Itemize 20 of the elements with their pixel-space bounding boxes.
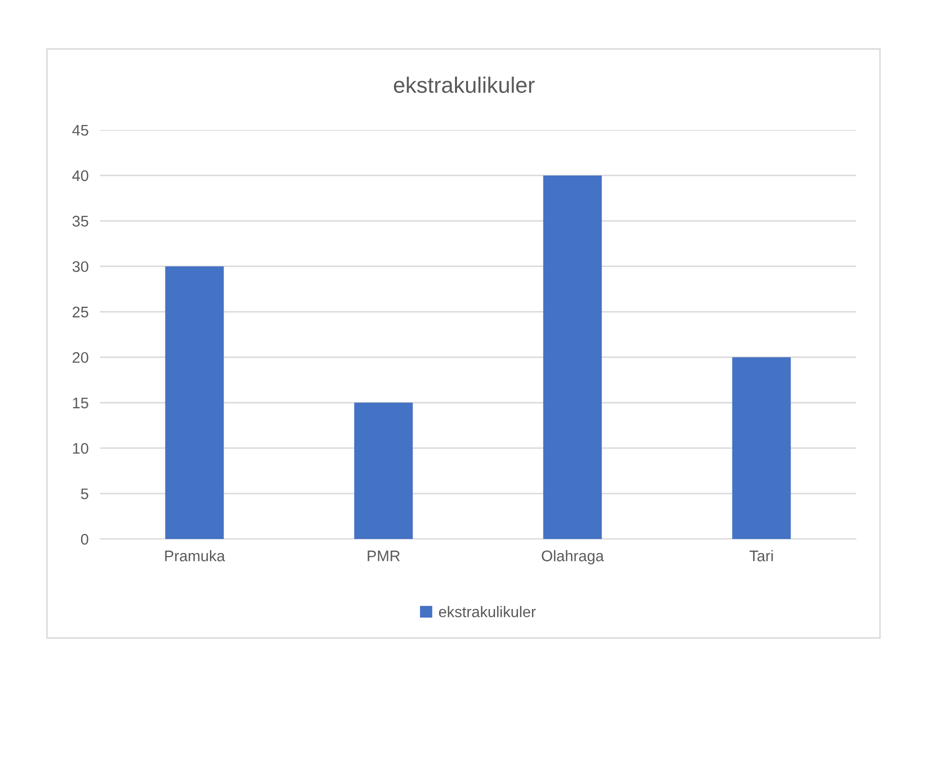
bar (354, 402, 413, 539)
bar (165, 266, 224, 539)
chart-title: ekstrakulikuler (394, 76, 535, 93)
y-tick-label: 25 (72, 306, 88, 318)
x-tick-label: Olahraga (542, 550, 604, 564)
bar (543, 175, 602, 539)
y-tick-label: 5 (81, 488, 88, 500)
y-tick-label: 45 (72, 125, 88, 136)
y-tick-label: 15 (73, 398, 88, 408)
x-tick-label: Tari (750, 550, 773, 562)
x-tick-label: Pramuka (165, 550, 226, 562)
legend-label: ekstrakulikuler (439, 606, 536, 618)
bar (732, 357, 791, 539)
y-tick-label: 40 (72, 170, 88, 182)
y-tick-label: 30 (72, 261, 88, 272)
y-tick-label: 35 (72, 216, 88, 227)
y-tick-label: 10 (73, 442, 88, 454)
x-tick-label: PMR (368, 550, 400, 562)
y-tick-label: 0 (80, 534, 88, 545)
y-tick-label: 20 (72, 352, 88, 363)
